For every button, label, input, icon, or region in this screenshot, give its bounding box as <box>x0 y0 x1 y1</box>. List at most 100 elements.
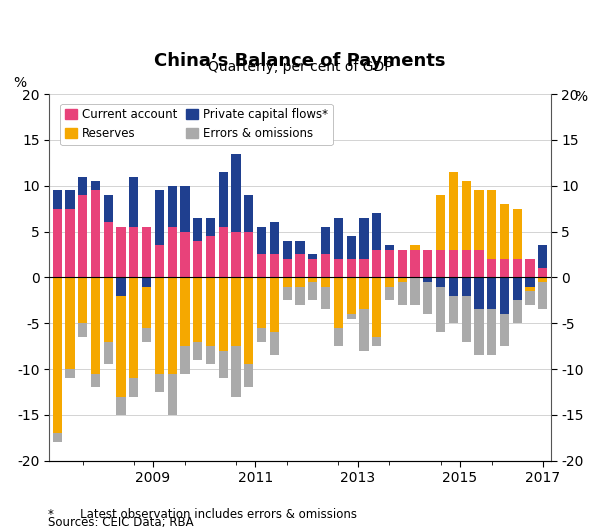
Bar <box>129 227 139 277</box>
Bar <box>295 240 305 254</box>
Bar <box>116 227 125 277</box>
Bar <box>181 277 190 346</box>
Bar <box>359 277 368 310</box>
Bar <box>116 296 125 396</box>
Bar <box>78 195 87 277</box>
Bar <box>219 227 228 277</box>
Bar <box>347 259 356 277</box>
Bar <box>116 396 125 415</box>
Bar <box>65 369 74 378</box>
Bar <box>538 277 547 282</box>
Text: *       Latest observation includes errors & omissions: * Latest observation includes errors & o… <box>48 509 357 521</box>
Bar <box>295 254 305 277</box>
Bar <box>104 195 113 222</box>
Bar <box>475 310 484 355</box>
Bar <box>53 190 62 209</box>
Bar <box>65 190 74 209</box>
Bar <box>91 373 100 387</box>
Bar <box>181 186 190 231</box>
Bar <box>398 282 407 305</box>
Bar <box>449 277 458 296</box>
Bar <box>475 190 484 250</box>
Bar <box>398 250 407 277</box>
Bar <box>270 332 279 355</box>
Bar <box>219 351 228 378</box>
Bar <box>155 190 164 245</box>
Bar <box>410 250 419 277</box>
Bar <box>308 277 317 282</box>
Bar <box>104 222 113 277</box>
Bar <box>487 310 496 355</box>
Bar <box>334 328 343 346</box>
Bar <box>270 277 279 332</box>
Bar <box>129 277 139 378</box>
Bar <box>526 277 535 287</box>
Bar <box>65 277 74 369</box>
Bar <box>359 218 368 259</box>
Bar <box>500 277 509 314</box>
Bar <box>206 218 215 236</box>
Bar <box>244 231 253 277</box>
Bar <box>321 277 330 287</box>
Bar <box>436 287 445 332</box>
Bar <box>410 277 419 305</box>
Bar <box>142 328 151 342</box>
Bar <box>461 181 471 250</box>
Bar <box>142 287 151 328</box>
Bar <box>423 250 433 277</box>
Bar <box>257 277 266 328</box>
Y-axis label: %: % <box>13 77 26 90</box>
Bar <box>334 277 343 328</box>
Bar <box>283 287 292 300</box>
Bar <box>270 254 279 277</box>
Bar <box>53 209 62 277</box>
Bar <box>436 195 445 250</box>
Legend: Current account, Reserves, Private capital flows*, Errors & omissions: Current account, Reserves, Private capit… <box>61 104 332 145</box>
Bar <box>155 277 164 373</box>
Y-axis label: %: % <box>574 90 587 104</box>
Bar <box>104 342 113 364</box>
Bar <box>538 268 547 277</box>
Bar <box>167 186 177 227</box>
Bar <box>244 195 253 231</box>
Bar <box>513 277 522 300</box>
Bar <box>487 259 496 277</box>
Bar <box>116 277 125 296</box>
Bar <box>167 277 177 373</box>
Bar <box>283 277 292 287</box>
Bar <box>91 277 100 373</box>
Bar <box>513 300 522 323</box>
Bar <box>181 346 190 373</box>
Bar <box>193 218 202 240</box>
Bar <box>283 240 292 259</box>
Bar <box>295 287 305 305</box>
Bar <box>359 259 368 277</box>
Bar <box>53 277 62 433</box>
Bar <box>436 250 445 277</box>
Bar <box>449 172 458 250</box>
Bar <box>232 277 241 346</box>
Bar <box>283 259 292 277</box>
Bar <box>167 227 177 277</box>
Text: Quarterly, per cent of GDP: Quarterly, per cent of GDP <box>208 60 392 74</box>
Bar <box>321 254 330 277</box>
Bar <box>461 296 471 342</box>
Bar <box>257 227 266 254</box>
Bar <box>526 259 535 277</box>
Bar <box>65 209 74 277</box>
Bar <box>398 277 407 282</box>
Bar <box>385 277 394 287</box>
Bar <box>500 314 509 346</box>
Bar <box>461 277 471 296</box>
Title: China’s Balance of Payments: China’s Balance of Payments <box>154 52 446 70</box>
Bar <box>423 277 433 282</box>
Bar <box>423 282 433 314</box>
Bar <box>538 245 547 268</box>
Bar <box>142 277 151 287</box>
Bar <box>232 154 241 231</box>
Bar <box>232 231 241 277</box>
Bar <box>167 373 177 415</box>
Bar <box>193 277 202 342</box>
Bar <box>129 378 139 396</box>
Bar <box>308 259 317 277</box>
